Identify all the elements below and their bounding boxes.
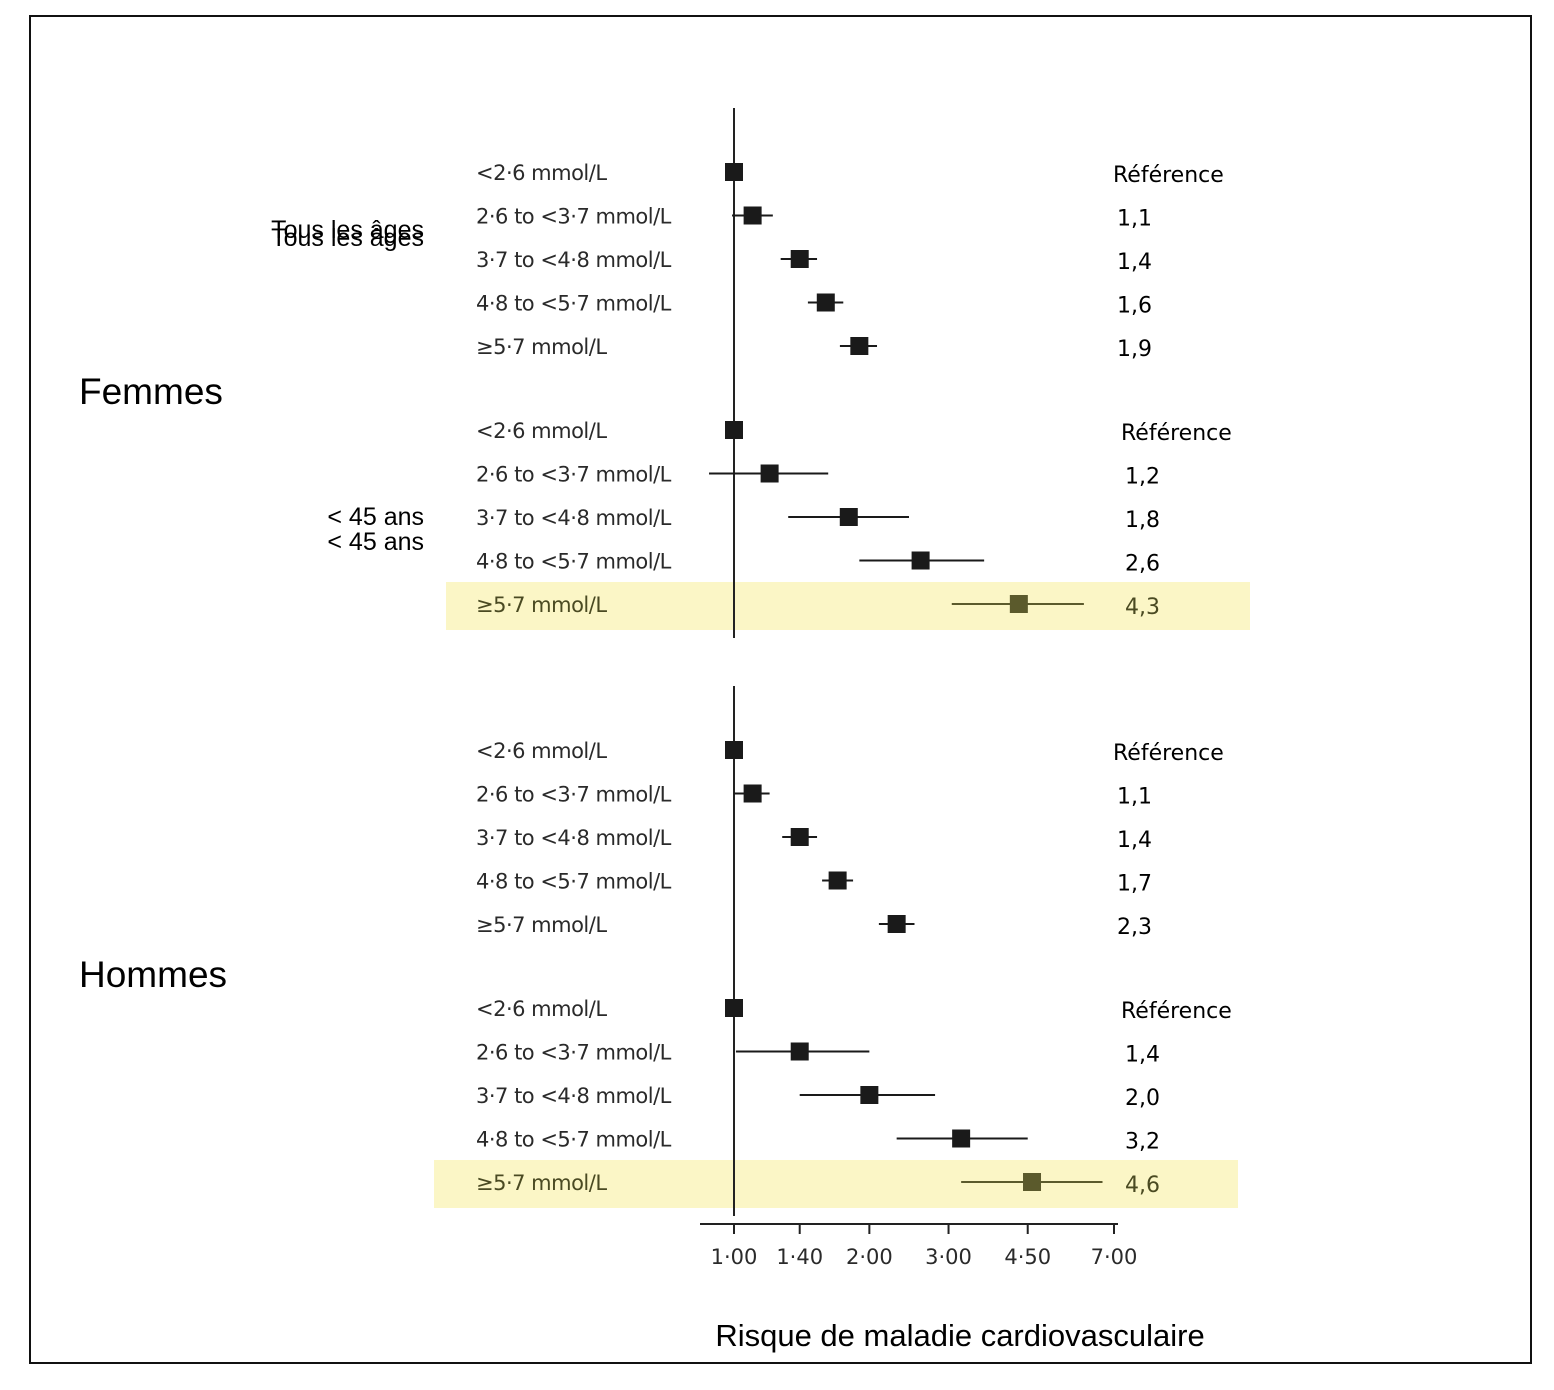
highlight-band-p0 bbox=[446, 582, 1250, 630]
figure-frame bbox=[29, 15, 1532, 1364]
estimate-marker-p0-g1-r4 bbox=[1009, 595, 1028, 613]
group-label-p1-g1: < 45 ans bbox=[327, 528, 424, 556]
category-label-p1-g0-r0: <2·6 mmol/L bbox=[476, 739, 607, 763]
estimate-marker-p1-g0-r2 bbox=[790, 828, 809, 846]
category-label-p1-g0-r4: ≥5·7 mmol/L bbox=[476, 913, 607, 937]
value-label-p0-g0-r4: 1,9 bbox=[1117, 337, 1152, 362]
category-label-p1-g1-r4: ≥5·7 mmol/L bbox=[476, 1171, 607, 1195]
value-label-p0-g1-r0: Référence bbox=[1121, 421, 1232, 446]
category-label-p0-g0-r3: 4·8 to <5·7 mmol/L bbox=[476, 292, 672, 316]
value-label-p1-g1-r3: 3,2 bbox=[1125, 1130, 1160, 1155]
panel-label-p0: Femmes bbox=[79, 371, 223, 412]
x-axis-title: Risque de maladie cardiovasculaire bbox=[715, 1318, 1204, 1353]
estimate-marker-p1-g1-r1 bbox=[790, 1042, 809, 1061]
category-label-p0-g1-r0: <2·6 mmol/L bbox=[476, 419, 607, 443]
value-label-p1-g1-r1: 1,4 bbox=[1125, 1043, 1160, 1068]
highlight-band-p1 bbox=[434, 1160, 1238, 1208]
estimate-marker-p1-g1-r2 bbox=[860, 1086, 879, 1104]
value-label-p0-g1-r4: 4,3 bbox=[1125, 595, 1160, 620]
group-label-p0-g1: < 45 ans bbox=[327, 503, 424, 531]
category-label-p0-g1-r2: 3·7 to <4·8 mmol/L bbox=[476, 506, 672, 530]
category-label-p0-g1-r1: 2·6 to <3·7 mmol/L bbox=[476, 463, 672, 487]
x-tick-label-5: 7·00 bbox=[1091, 1245, 1138, 1269]
estimate-marker-p0-g1-r0 bbox=[725, 421, 743, 439]
category-label-p0-g0-r4: ≥5·7 mmol/L bbox=[476, 335, 607, 359]
value-label-p0-g0-r1: 1,1 bbox=[1117, 207, 1152, 232]
value-label-p0-g0-r0: Référence bbox=[1113, 163, 1224, 188]
value-label-p1-g1-r0: Référence bbox=[1121, 999, 1232, 1024]
estimate-marker-p0-g0-r3 bbox=[816, 293, 835, 312]
category-label-p1-g0-r2: 3·7 to <4·8 mmol/L bbox=[476, 826, 672, 850]
x-tick-label-3: 3·00 bbox=[925, 1245, 972, 1269]
group-label-p0-g0: Tous les âges bbox=[271, 216, 424, 244]
estimate-marker-p1-g0-r1 bbox=[743, 784, 762, 803]
x-tick-label-0: 1·00 bbox=[711, 1245, 758, 1269]
x-tick-label-2: 2·00 bbox=[846, 1245, 893, 1269]
category-label-p1-g0-r3: 4·8 to <5·7 mmol/L bbox=[476, 870, 672, 894]
category-label-p1-g1-r3: 4·8 to <5·7 mmol/L bbox=[476, 1128, 672, 1152]
category-label-p0-g0-r0: <2·6 mmol/L bbox=[476, 161, 607, 185]
category-label-p1-g1-r2: 3·7 to <4·8 mmol/L bbox=[476, 1084, 672, 1108]
panel-label-p1: Hommes bbox=[79, 954, 227, 995]
estimate-marker-p1-g0-r3 bbox=[828, 871, 847, 890]
value-label-p0-g1-r2: 1,8 bbox=[1125, 508, 1160, 533]
estimate-marker-p0-g1-r1 bbox=[760, 464, 779, 483]
estimate-marker-p1-g1-r0 bbox=[725, 999, 743, 1017]
value-label-p1-g1-r4: 4,6 bbox=[1125, 1173, 1160, 1198]
estimate-marker-p1-g0-r0 bbox=[725, 741, 743, 759]
estimate-marker-p1-g0-r4 bbox=[887, 915, 906, 933]
category-label-p0-g1-r3: 4·8 to <5·7 mmol/L bbox=[476, 550, 672, 574]
estimate-marker-p1-g1-r3 bbox=[952, 1129, 971, 1148]
estimate-marker-p1-g1-r4 bbox=[1023, 1173, 1042, 1191]
group-label-p1-g0: Tous les âges bbox=[271, 224, 424, 252]
estimate-marker-p0-g0-r4 bbox=[850, 337, 869, 355]
estimate-marker-p0-g0-r1 bbox=[743, 206, 762, 225]
category-label-p0-g0-r1: 2·6 to <3·7 mmol/L bbox=[476, 205, 672, 229]
category-label-p1-g1-r1: 2·6 to <3·7 mmol/L bbox=[476, 1041, 672, 1065]
value-label-p1-g0-r2: 1,4 bbox=[1117, 828, 1152, 853]
estimate-marker-p0-g0-r2 bbox=[790, 250, 809, 268]
value-label-p1-g0-r0: Référence bbox=[1113, 741, 1224, 766]
category-label-p0-g1-r4: ≥5·7 mmol/L bbox=[476, 593, 607, 617]
value-label-p1-g1-r2: 2,0 bbox=[1125, 1086, 1160, 1111]
x-tick-label-1: 1·40 bbox=[776, 1245, 823, 1269]
x-tick-label-4: 4·50 bbox=[1004, 1245, 1051, 1269]
value-label-p0-g1-r3: 2,6 bbox=[1125, 552, 1160, 577]
estimate-marker-p0-g1-r2 bbox=[839, 508, 858, 526]
category-label-p0-g0-r2: 3·7 to <4·8 mmol/L bbox=[476, 248, 672, 272]
value-label-p0-g0-r3: 1,6 bbox=[1117, 294, 1152, 319]
category-label-p1-g1-r0: <2·6 mmol/L bbox=[476, 997, 607, 1021]
value-label-p1-g0-r3: 1,7 bbox=[1117, 872, 1152, 897]
value-label-p1-g0-r1: 1,1 bbox=[1117, 785, 1152, 810]
estimate-marker-p0-g0-r0 bbox=[725, 163, 743, 181]
category-label-p1-g0-r1: 2·6 to <3·7 mmol/L bbox=[476, 783, 672, 807]
value-label-p0-g1-r1: 1,2 bbox=[1125, 465, 1160, 490]
value-label-p0-g0-r2: 1,4 bbox=[1117, 250, 1152, 275]
estimate-marker-p0-g1-r3 bbox=[911, 551, 930, 570]
value-label-p1-g0-r4: 2,3 bbox=[1117, 915, 1152, 940]
